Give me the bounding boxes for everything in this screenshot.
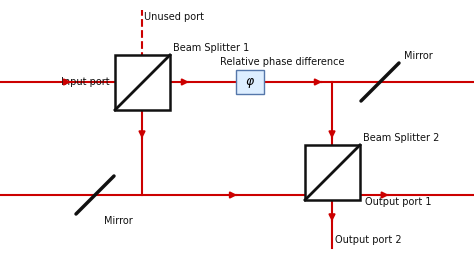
Text: Output port 1: Output port 1	[365, 197, 431, 207]
Text: Beam Splitter 2: Beam Splitter 2	[363, 133, 439, 143]
Text: Input port: Input port	[61, 77, 110, 87]
Text: Beam Splitter 1: Beam Splitter 1	[173, 43, 249, 53]
Text: Mirror: Mirror	[104, 216, 133, 226]
Bar	[115, 55, 170, 110]
Text: Unused port: Unused port	[144, 12, 204, 22]
Text: Mirror: Mirror	[404, 51, 433, 61]
Bar	[236, 70, 264, 94]
Text: Output port 2: Output port 2	[335, 235, 401, 245]
Text: Relative phase difference: Relative phase difference	[220, 57, 345, 67]
Text: φ: φ	[246, 76, 254, 89]
Bar	[305, 145, 360, 200]
